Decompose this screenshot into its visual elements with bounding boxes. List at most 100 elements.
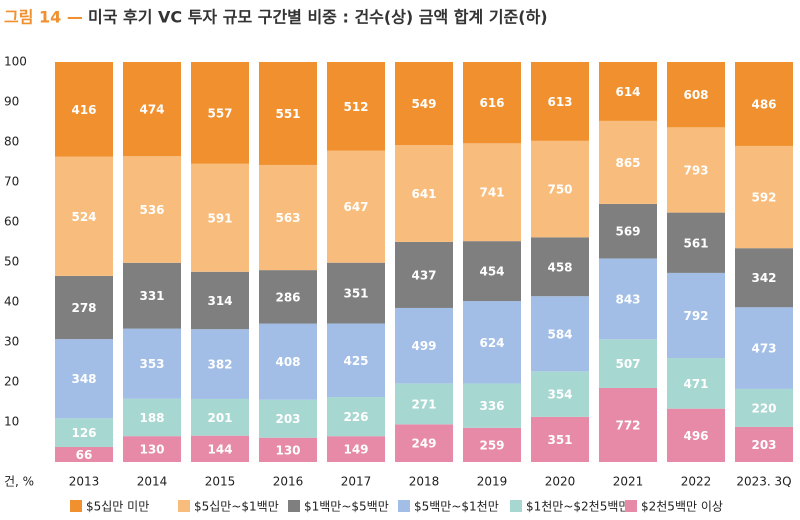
x-tick-label: 2023. 3Q [736,475,791,489]
x-tick-label: 2018 [409,475,440,489]
legend-swatch [288,500,300,512]
data-label: 203 [275,412,300,426]
bar-segment [259,164,317,271]
data-label: 551 [275,107,300,121]
x-tick-label: 2021 [613,475,644,489]
data-label: 474 [139,103,164,117]
bar-segment [735,248,793,308]
x-tick-label: 2019 [477,475,508,489]
bar-segment [191,329,249,399]
bar-segment [55,275,113,340]
bar-segment [327,262,385,324]
data-label: 351 [547,433,572,447]
bar-segment [599,120,657,204]
data-label: 608 [683,88,708,102]
bar-segment [55,339,113,419]
y-axis-label: 건, % [4,475,34,489]
x-tick-label: 2022 [681,475,712,489]
data-label: 793 [683,163,708,177]
data-label: 348 [71,372,96,386]
data-label: 613 [547,95,572,109]
legend-label: $5십만 미만 [86,500,149,514]
y-tick-label: 20 [4,375,19,389]
data-label: 471 [683,377,708,391]
y-tick-label: 90 [4,95,19,109]
data-label: 188 [139,411,164,425]
data-label: 130 [275,443,300,457]
data-label: 271 [411,397,436,411]
data-label: 512 [343,100,368,114]
data-label: 342 [751,271,776,285]
bar-segment [735,145,793,249]
legend-swatch [510,500,522,512]
data-label: 614 [615,85,640,99]
legend-label: $5십만~$1백만 [194,500,279,514]
data-label: 865 [615,156,640,170]
bar-segment [259,323,317,400]
data-label: 278 [71,301,96,315]
bar-segment [531,296,589,372]
bar-segment [191,271,249,330]
bar-segment [123,156,181,263]
bar-segment [259,62,317,165]
data-label: 592 [751,191,776,205]
bar-segment [259,270,317,324]
data-label: 486 [751,97,776,111]
data-label: 220 [751,401,776,415]
bar-segment [123,398,181,437]
legend-label: $1천만~$2천5백만 [526,499,629,514]
bar-segment [531,62,589,141]
data-label: 549 [411,97,436,111]
bar-segment [123,62,181,157]
bar-segment [55,62,113,157]
data-label: 569 [615,225,640,239]
data-label: 499 [411,339,436,353]
bar-segment [55,418,113,447]
data-label: 331 [139,289,164,303]
y-tick-label: 50 [4,255,19,269]
legend-swatch [625,500,637,512]
data-label: 66 [76,448,93,462]
x-tick-label: 2016 [273,475,304,489]
chart-title: 미국 후기 VC 투자 규모 구간별 비중 : 건수(상) 금액 합계 기준(하… [88,8,548,27]
data-label: 557 [207,106,232,120]
data-label: 416 [71,103,96,117]
bar-segment [191,62,249,164]
data-label: 382 [207,358,232,372]
bar-segment [191,398,249,436]
bar-segment [599,203,657,259]
data-label: 226 [343,410,368,424]
data-label: 203 [751,438,776,452]
data-label: 353 [139,357,164,371]
x-tick-label: 2015 [205,475,236,489]
bar-segment [327,323,385,398]
x-tick-label: 2013 [69,475,100,489]
data-label: 843 [615,292,640,306]
data-label: 259 [479,438,504,452]
legend-label: $2천5백만 이상 [641,499,723,514]
bar-segment [667,62,725,128]
bar-segment [667,272,725,359]
bar-segment [327,397,385,437]
bar-segment [463,383,521,428]
bar-segment [395,424,453,462]
bar-segment [735,388,793,427]
figure-label: 그림 14 — [4,8,83,27]
bar-segment [123,436,181,462]
data-label: 750 [547,183,572,197]
y-tick-label: 70 [4,175,19,189]
legend-swatch [70,500,82,512]
bar-segment [463,241,521,302]
data-label: 563 [275,211,300,225]
data-label: 458 [547,260,572,274]
bar-segment [531,237,589,297]
data-label: 507 [615,357,640,371]
data-label: 454 [479,265,504,279]
bar-segment [735,426,793,462]
legend-swatch [178,500,190,512]
bar-segment [463,301,521,384]
data-label: 624 [479,336,504,350]
bar-segment [735,307,793,389]
y-tick-label: 30 [4,335,19,349]
